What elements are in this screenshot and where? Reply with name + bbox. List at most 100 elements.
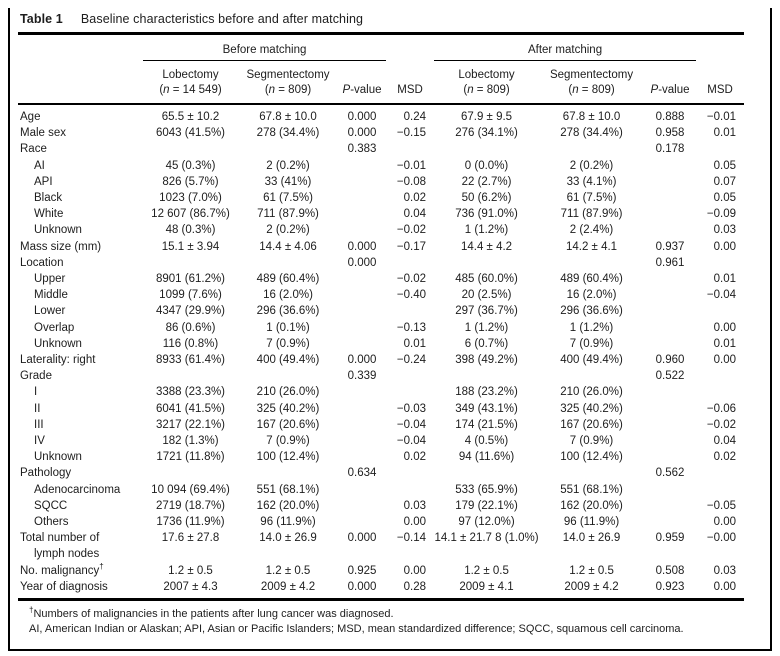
cell <box>338 303 386 319</box>
col-name: Segmentectomy <box>549 69 634 81</box>
row-label: Pathology <box>20 467 72 480</box>
row-label: Lower <box>34 305 66 318</box>
footnote-abbreviations: AI, American Indian or Alaskan; API, Asi… <box>29 623 684 636</box>
table-body: Age 65.5 ± 10.2 67.8 ± 10.0 0.000 0.24 67.9 ±… <box>18 104 744 595</box>
cell: 0.05 <box>713 192 737 205</box>
cell: −0.00 <box>706 532 737 545</box>
table-row: Laterality: right 8933 (61.4%) 400 (49.4%)… <box>18 352 744 368</box>
cell <box>338 498 386 514</box>
table-row: White 12 607 (86.7%) 711 (87.9%) 0.04 736 (9… <box>18 206 744 222</box>
spacer-cell <box>386 35 434 61</box>
cell: 6041 (41.5%) <box>155 402 226 415</box>
cell <box>539 141 644 157</box>
cell: −0.14 <box>396 532 427 545</box>
cell: 297 (36.7%) <box>455 305 518 318</box>
col-n: (n = 809) <box>568 83 615 96</box>
row-label: Grade <box>20 370 52 383</box>
table-row: III 3217 (22.1%) 167 (20.6%) −0.04 174 (21.5… <box>18 417 744 433</box>
cell: 0.04 <box>713 435 737 448</box>
cell <box>644 498 696 514</box>
cell: 7 (0.9%) <box>569 337 614 350</box>
cell <box>338 449 386 465</box>
cell: 14.2 ± 4.1 <box>565 240 618 253</box>
cell <box>644 206 696 222</box>
cell: 0.03 <box>713 224 737 237</box>
cell: 325 (40.2%) <box>256 402 320 415</box>
cell: 1.2 ± 0.5 <box>265 564 311 577</box>
row-label: No. malignancy† <box>20 561 104 577</box>
cell: 551 (68.1%) <box>256 483 320 496</box>
cell: 0.02 <box>403 451 427 464</box>
page-border-bottom <box>8 649 772 651</box>
cell: 0.00 <box>713 321 737 334</box>
cell: −0.04 <box>706 289 737 302</box>
group-header-row: Before matching After matching <box>18 35 744 61</box>
cell <box>644 417 696 433</box>
cell: 2009 ± 4.2 <box>564 580 619 593</box>
cell: −0.09 <box>706 208 737 221</box>
cell: 2009 ± 4.2 <box>260 580 316 593</box>
cell: −0.01 <box>396 159 427 172</box>
row-label: II <box>34 402 41 415</box>
cell: 174 (21.5%) <box>455 418 518 431</box>
cell: 0.958 <box>655 127 685 140</box>
cell: −0.02 <box>396 273 427 286</box>
cell: 97 (12.0%) <box>458 516 515 529</box>
cell: −0.13 <box>396 321 427 334</box>
cell <box>238 255 338 271</box>
cell: 0.000 <box>347 354 377 367</box>
cell: −0.02 <box>396 224 427 237</box>
cell: 485 (60.0%) <box>455 273 518 286</box>
after-matching-group: After matching <box>434 35 697 61</box>
cell: 0.28 <box>403 580 427 593</box>
cell: 1 (1.2%) <box>569 321 614 334</box>
cell <box>386 303 434 319</box>
table-row: Mass size (mm) 15.1 ± 3.94 14.4 ± 4.06 0.00… <box>18 239 744 255</box>
cell: 0.05 <box>713 159 737 172</box>
cell: 278 (34.4%) <box>560 127 623 140</box>
cell <box>644 384 696 400</box>
cell: 10 094 (69.4%) <box>151 483 230 496</box>
cell <box>338 271 386 287</box>
cell: 0.000 <box>347 256 377 269</box>
cell: 0.07 <box>713 175 737 188</box>
table-row: Grade 0.339 0.522 <box>18 368 744 384</box>
cell: 15.1 ± 3.94 <box>161 240 220 253</box>
row-label: Unknown <box>34 337 82 350</box>
cell <box>539 368 644 384</box>
cell: 1 (1.2%) <box>464 321 509 334</box>
cell: 7 (0.9%) <box>266 337 310 350</box>
col-header-before-segmentectomy: Segmentectomy (n = 809) <box>238 61 338 105</box>
cell: −0.40 <box>396 289 427 302</box>
cell: 0.02 <box>403 192 427 205</box>
cell: −0.05 <box>706 499 737 512</box>
footnote-malignancy: †Numbers of malignancies in the patients… <box>29 605 394 621</box>
cell: 7 (0.9%) <box>569 435 614 448</box>
top-rule <box>18 32 744 35</box>
after-matching-label: After matching <box>434 35 697 61</box>
cell: 67.8 ± 10.0 <box>562 111 621 123</box>
cell <box>338 287 386 303</box>
cell: 2007 ± 4.3 <box>163 580 218 593</box>
cell <box>338 190 386 206</box>
table-row: II 6041 (41.5%) 325 (40.2%) −0.03 349 (43.1%… <box>18 401 744 417</box>
col-n: (n = 14 549) <box>159 83 222 96</box>
cell <box>696 255 744 271</box>
cell: −0.15 <box>396 127 427 140</box>
table-row: AI 45 (0.3%) 2 (0.2%) −0.01 0 (0.0%) 2 (0.2%)… <box>18 158 744 174</box>
cell: 711 (87.9%) <box>257 208 319 221</box>
table-row: Upper 8901 (61.2%) 489 (60.4%) −0.02 485 (60… <box>18 271 744 287</box>
row-label: Overlap <box>34 321 75 334</box>
row-label: Others <box>34 516 69 529</box>
row-label: API <box>34 175 53 188</box>
table-row: Pathology 0.634 0.562 <box>18 465 744 481</box>
cell: 16 (2.0%) <box>566 289 617 302</box>
cell: 349 (43.1%) <box>455 402 518 415</box>
cell: 50 (6.2%) <box>461 192 512 205</box>
cell: 1 (0.1%) <box>266 321 310 334</box>
row-label: I <box>34 386 38 399</box>
table-row: Total number of lymph nodes 17.6 ± 27.8 14.… <box>18 530 744 562</box>
cell: 210 (26.0%) <box>256 386 320 399</box>
cell: 182 (1.3%) <box>162 435 219 448</box>
table-row: No. malignancy† 1.2 ± 0.5 1.2 ± 0.5 0.925 0.… <box>18 561 744 579</box>
